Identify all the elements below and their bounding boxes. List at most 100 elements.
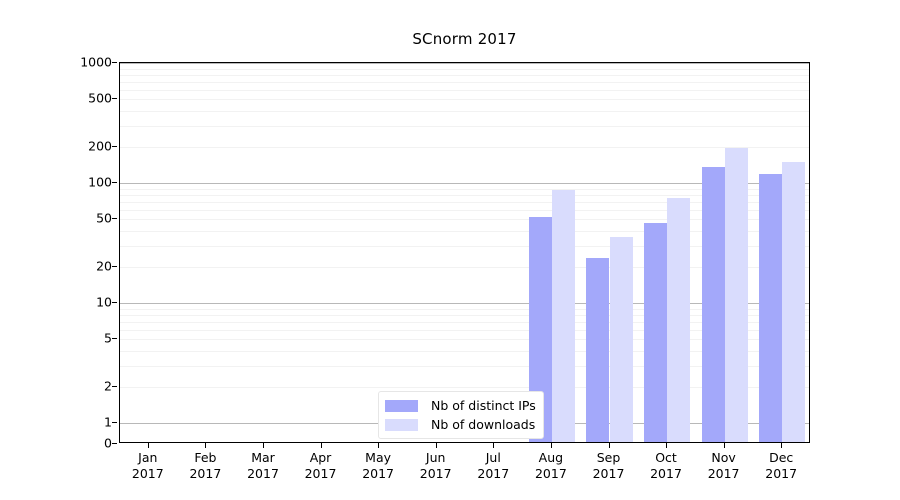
legend-item: Nb of downloads — [385, 415, 536, 434]
gridline-major — [120, 303, 809, 304]
x-tick-mark — [320, 443, 322, 448]
x-tick-mark — [435, 443, 437, 448]
x-tick-label-apr: Apr 2017 — [305, 450, 337, 482]
y-tick-mark — [112, 338, 117, 340]
y-tick-mark — [112, 385, 117, 387]
legend-label: Nb of downloads — [431, 417, 536, 432]
x-tick-label-sep: Sep 2017 — [593, 450, 625, 482]
x-tick-label-may: May 2017 — [362, 450, 394, 482]
y-tick-label: 1000 — [80, 54, 112, 70]
gridline-major — [120, 266, 809, 268]
y-tick-mark — [112, 443, 117, 444]
bar-nov-downloads — [724, 147, 748, 442]
x-tick-year: 2017 — [707, 466, 740, 481]
x-tick-year: 2017 — [189, 466, 222, 481]
bar-oct-ips — [644, 222, 667, 442]
x-tick-mark — [263, 443, 264, 448]
y-tick-label: 1 — [104, 414, 112, 430]
x-tick-mark — [205, 443, 207, 448]
x-tick-month: Feb — [194, 450, 217, 465]
bar-dec-downloads — [782, 161, 806, 442]
y-tick-label: 5 — [104, 330, 112, 346]
gridline-major — [120, 146, 809, 148]
x-tick-year: 2017 — [477, 466, 510, 481]
x-tick-mark — [147, 443, 149, 448]
bar-oct-downloads — [667, 198, 690, 442]
legend-swatch-icon — [385, 399, 418, 412]
x-tick-mark — [666, 443, 667, 448]
x-tick-mark — [781, 443, 783, 448]
bar-aug-ips — [528, 217, 552, 442]
x-tick-month: May — [365, 450, 392, 465]
gridline-minor — [120, 89, 809, 91]
x-tick-label-feb: Feb 2017 — [189, 450, 221, 482]
y-tick-mark — [112, 422, 117, 423]
x-tick-year: 2017 — [534, 466, 567, 481]
y-tick-mark — [112, 218, 117, 220]
x-tick-month: Oct — [655, 450, 677, 465]
gridline-minor — [120, 201, 809, 203]
legend-swatch-icon — [385, 418, 418, 431]
gridline-minor — [120, 209, 809, 211]
x-tick-mark — [378, 443, 380, 448]
legend-item: Nb of distinct IPs — [385, 396, 536, 415]
gridline-minor — [120, 188, 809, 190]
bar-sep-downloads — [609, 237, 633, 442]
x-tick-month: Jun — [425, 450, 446, 465]
x-tick-month: Apr — [309, 450, 332, 465]
x-tick-year: 2017 — [650, 466, 682, 481]
y-axis-tick-marks — [0, 62, 120, 444]
y-tick-mark — [112, 98, 117, 100]
x-tick-month: Mar — [251, 450, 275, 465]
y-tick-label: 500 — [88, 90, 112, 106]
y-tick-label: 2 — [104, 378, 112, 394]
x-tick-label-dec: Dec 2017 — [765, 450, 797, 482]
y-tick-label: 200 — [88, 138, 112, 154]
gridline-minor — [120, 308, 809, 310]
gridline-minor — [120, 125, 809, 127]
x-tick-label-jul: Jul 2017 — [477, 450, 509, 482]
x-tick-label-mar: Mar 2017 — [247, 450, 279, 482]
bar-sep-ips — [586, 257, 610, 442]
gridline-minor — [120, 365, 809, 367]
y-tick-mark — [112, 145, 117, 147]
gridline-major — [120, 386, 809, 388]
x-tick-month: Jan — [138, 450, 158, 465]
gridline-minor — [120, 350, 809, 352]
x-tick-year: 2017 — [765, 466, 798, 481]
y-tick-label: 20 — [96, 258, 112, 274]
x-tick-year: 2017 — [131, 466, 164, 481]
gridline-major — [120, 99, 809, 101]
y-tick-label: 100 — [88, 174, 112, 190]
bar-dec-ips — [759, 173, 783, 442]
x-tick-month: Aug — [538, 450, 564, 465]
gridline-minor — [120, 110, 809, 112]
x-tick-label-jun: Jun 2017 — [420, 450, 452, 482]
x-tick-year: 2017 — [419, 466, 452, 481]
plot-area — [119, 62, 810, 443]
y-tick-label: 50 — [96, 210, 112, 226]
gridline-minor — [120, 329, 809, 331]
x-tick-year: 2017 — [304, 466, 337, 481]
x-tick-month: Sep — [596, 450, 621, 465]
y-tick-mark — [112, 265, 117, 267]
gridline-minor — [120, 245, 809, 247]
y-tick-label: 0 — [104, 435, 112, 451]
gridline-major — [120, 183, 809, 184]
x-tick-label-nov: Nov 2017 — [708, 450, 740, 482]
x-tick-year: 2017 — [592, 466, 625, 481]
x-tick-year: 2017 — [247, 466, 279, 481]
plot-inner — [120, 63, 809, 442]
bar-nov-ips — [701, 167, 725, 442]
gridline-minor — [120, 194, 809, 196]
gridline-minor — [120, 321, 809, 323]
legend-label: Nb of distinct IPs — [431, 398, 536, 413]
y-tick-mark — [112, 182, 117, 183]
gridline-minor — [120, 74, 809, 76]
x-tick-mark — [608, 443, 610, 448]
gridline-minor — [120, 81, 809, 83]
x-tick-label-oct: Oct 2017 — [650, 450, 682, 482]
x-tick-year: 2017 — [362, 466, 394, 481]
bar-aug-downloads — [551, 189, 575, 442]
